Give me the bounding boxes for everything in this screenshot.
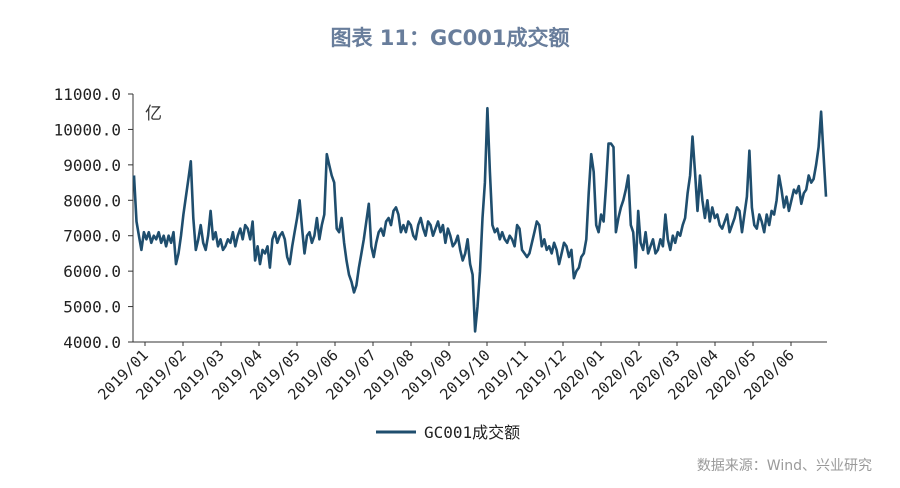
y-tick-label: 11000.0 [54, 85, 121, 104]
y-tick-label: 7000.0 [63, 227, 121, 246]
series-line-gc001 [132, 106, 828, 333]
chart-title: 图表 11：GC001成交额 [330, 26, 570, 50]
legend: GC001成交额 [376, 423, 520, 442]
source-note: 数据来源：Wind、兴业研究 [696, 458, 872, 474]
y-tick-label: 4000.0 [63, 333, 121, 352]
y-tick-label: 8000.0 [63, 191, 121, 210]
y-unit-label: 亿 [145, 104, 162, 124]
y-tick-label: 6000.0 [63, 262, 121, 281]
y-tick-label: 5000.0 [63, 298, 121, 317]
y-tick-label: 10000.0 [54, 120, 121, 139]
y-tick-label: 9000.0 [63, 156, 121, 175]
x-axis: 2019/012019/022019/032019/042019/052019/… [94, 341, 827, 404]
legend-label: GC001成交额 [424, 423, 520, 442]
y-axis: 11000.0 10000.0 9000.0 8000.0 7000.0 6000.0 50… [54, 85, 134, 352]
